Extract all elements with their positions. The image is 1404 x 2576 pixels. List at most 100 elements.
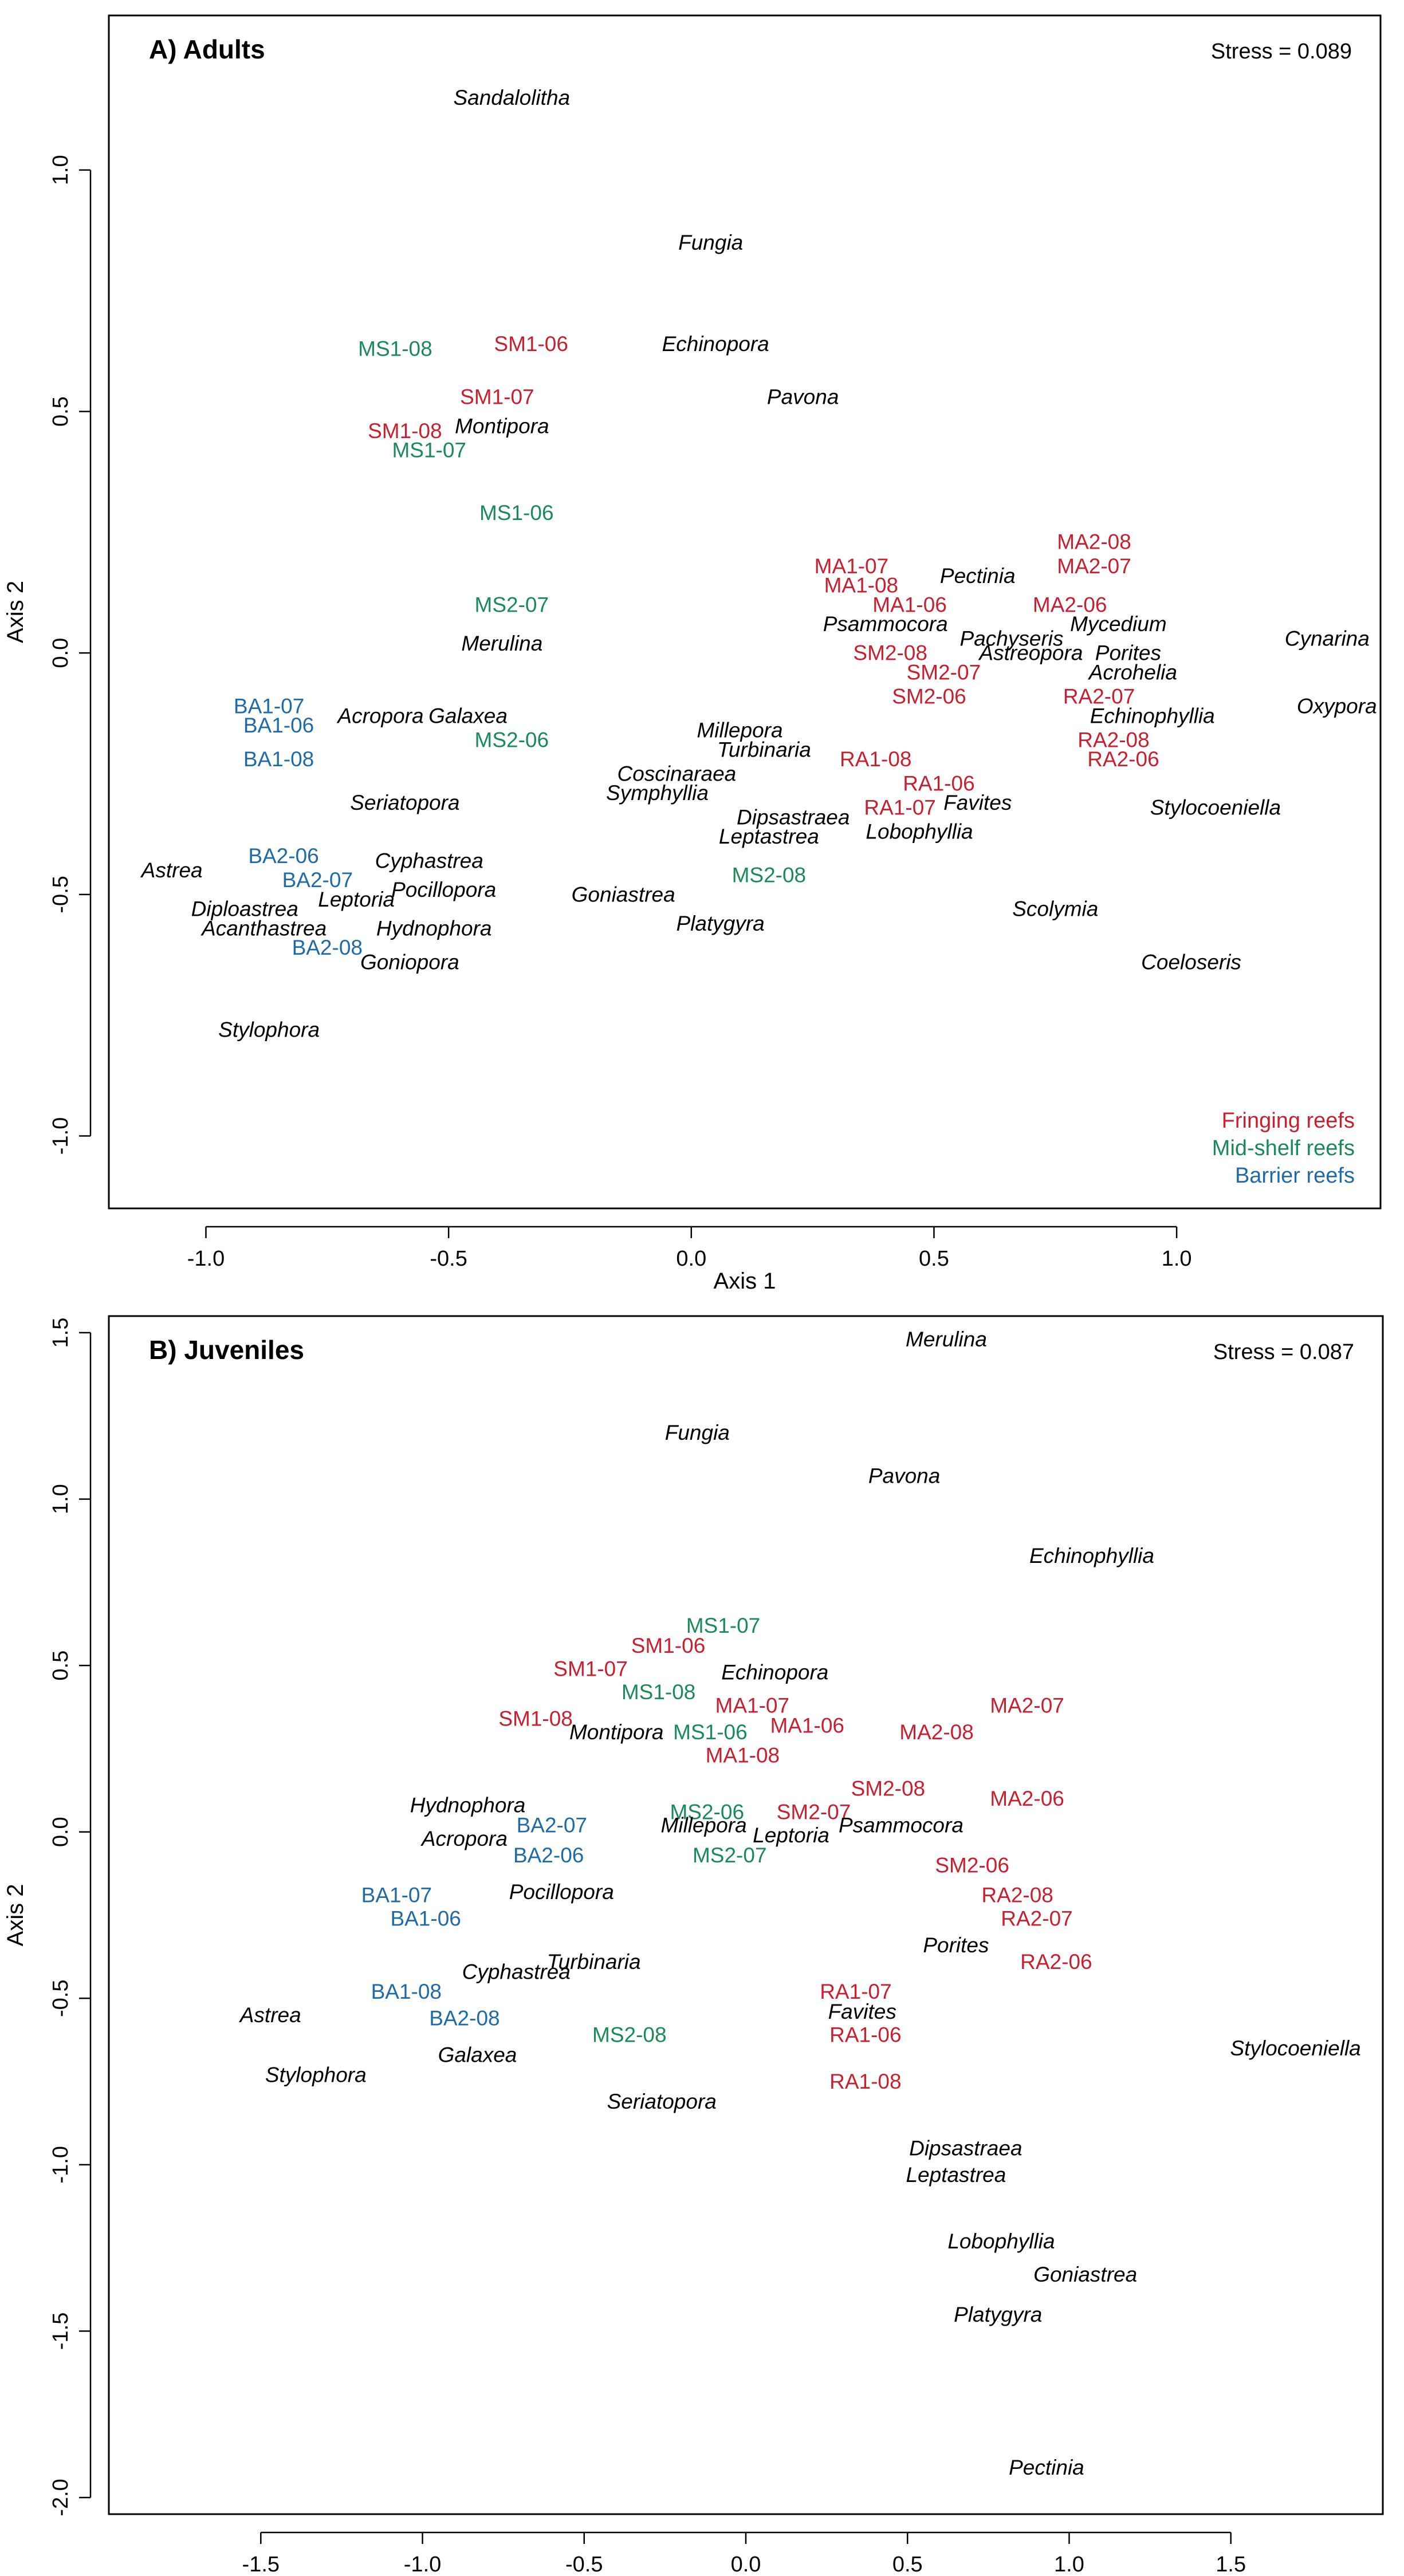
y-tick-label: 0.0	[49, 1817, 73, 1847]
site-label: MS2-08	[732, 864, 807, 887]
genus-label: Goniastrea	[1033, 2263, 1137, 2286]
genus-label: Stylophora	[218, 1018, 320, 1041]
site-label: RA2-07	[1063, 685, 1135, 708]
site-label: SM1-08	[498, 1707, 573, 1731]
genus-label: Merulina	[461, 632, 542, 655]
y-tick-label: -0.5	[49, 1980, 73, 2017]
x-tick-label: -0.5	[565, 2553, 603, 2576]
genus-label: Montipora	[569, 1720, 664, 1744]
site-label: MS2-07	[475, 593, 549, 616]
genus-label: Echinophyllia	[1090, 704, 1215, 727]
site-label: SM2-07	[907, 660, 981, 684]
genus-label: Merulina	[906, 1328, 987, 1351]
site-label: MS1-07	[392, 438, 466, 462]
genus-label: Millepora	[697, 719, 782, 742]
genus-label: Galaxea	[438, 2043, 517, 2067]
genus-label: Hydnophora	[410, 1794, 526, 1817]
site-label: MA2-08	[1057, 530, 1131, 554]
x-tick-label: 0.5	[919, 1247, 949, 1271]
stress-value: Stress = 0.087	[1213, 1340, 1354, 1364]
site-label: BA2-08	[429, 2007, 500, 2030]
genus-label: Millepora	[661, 1814, 747, 1837]
site-label: MA1-06	[770, 1714, 844, 1737]
site-label: BA1-07	[361, 1884, 432, 1907]
site-label: RA1-06	[903, 771, 974, 795]
site-label: MA2-06	[990, 1787, 1064, 1810]
genus-label: Psammocora	[823, 612, 948, 636]
genus-label: Favites	[828, 2000, 896, 2023]
site-label: MS1-06	[479, 501, 554, 525]
site-label: MA1-06	[872, 593, 947, 616]
genus-label: Coscinaraea	[618, 762, 737, 786]
genus-label: Lobophyllia	[866, 820, 973, 844]
site-label: SM2-08	[853, 641, 927, 665]
x-tick-label: 0.0	[731, 2553, 761, 2576]
site-label: RA1-07	[820, 1980, 891, 2003]
genus-label: Seriatopora	[350, 791, 459, 814]
y-axis-title: Axis 2	[3, 1884, 28, 1947]
x-tick-label: 1.5	[1216, 2553, 1246, 2576]
site-label: MA2-07	[1057, 554, 1131, 578]
site-label: MS1-06	[673, 1720, 748, 1744]
genus-label: Leptoria	[753, 1823, 829, 1847]
genus-label: Acrohelia	[1088, 660, 1177, 684]
genus-label: Stylophora	[265, 2063, 367, 2086]
site-label: SM2-06	[935, 1853, 1009, 1877]
site-label: BA2-08	[292, 936, 363, 959]
site-label: MA2-08	[899, 1720, 974, 1744]
site-label: RA1-07	[864, 796, 935, 820]
genus-label: Dipsastraea	[737, 805, 850, 829]
x-tick-label: 1.0	[1162, 1247, 1192, 1271]
y-tick-label: -1.0	[49, 1117, 73, 1155]
site-label: BA2-07	[282, 868, 353, 892]
genus-label: Psammocora	[839, 1814, 963, 1837]
genus-label: Oxypora	[1297, 694, 1377, 718]
genus-label: Cynarina	[1285, 627, 1370, 650]
site-label: SM1-07	[553, 1657, 628, 1680]
genus-label: Scolymia	[1012, 897, 1098, 921]
site-label: RA2-06	[1020, 1950, 1092, 1974]
genus-label: Leptoria	[318, 888, 395, 911]
site-label: MS1-08	[358, 337, 432, 360]
y-tick-label: -0.5	[49, 876, 73, 913]
site-label: MA1-08	[706, 1744, 780, 1767]
legend-entry-barrier: Barrier reefs	[1235, 1164, 1355, 1188]
site-label: BA1-06	[243, 714, 314, 737]
genus-label: Dipsastraea	[909, 2136, 1022, 2160]
site-label: RA2-08	[1077, 728, 1149, 751]
genus-label: Pectinia	[940, 564, 1016, 588]
site-label: MS2-06	[475, 728, 549, 751]
y-tick-label: 0.5	[49, 396, 73, 427]
genus-label: Favites	[943, 791, 1012, 814]
y-tick-label: 1.0	[49, 1484, 73, 1514]
site-label: SM1-06	[494, 332, 568, 356]
genus-label: Astrea	[140, 858, 203, 882]
site-label: BA1-07	[234, 694, 304, 718]
site-label: RA1-08	[829, 2070, 901, 2093]
genus-label: Echinopora	[662, 332, 769, 356]
genus-label: Galaxea	[428, 704, 508, 727]
site-label: MS2-06	[670, 1800, 744, 1823]
genus-label: Acropora	[336, 704, 423, 727]
y-tick-label: 1.5	[49, 1318, 73, 1348]
genus-label: Mycedium	[1070, 612, 1167, 636]
genus-label: Pocillopora	[509, 1880, 614, 1904]
site-label: BA2-06	[513, 1844, 584, 1867]
site-label: MA1-07	[715, 1693, 790, 1717]
genus-label: Astrea	[239, 2003, 301, 2027]
genus-label: Lobophyllia	[947, 2230, 1055, 2253]
site-label: MS1-08	[622, 1680, 696, 1704]
genus-label: Montipora	[455, 414, 549, 438]
x-tick-label: 0.5	[892, 2553, 923, 2576]
site-label: MS2-07	[693, 1844, 767, 1867]
genus-label: Sandalolitha	[453, 86, 570, 109]
genus-label: Diploastrea	[191, 897, 298, 921]
site-label: SM2-07	[777, 1800, 851, 1823]
genus-label: Porites	[923, 1933, 989, 1957]
genus-label: Turbinaria	[717, 738, 811, 761]
y-tick-label: -2.0	[49, 2479, 73, 2516]
genus-label: Goniastrea	[572, 883, 675, 906]
y-tick-label: -1.0	[49, 2146, 73, 2183]
x-axis-title: Axis 1	[714, 1269, 776, 1294]
panel-juveniles: -1.5 -1.0 -0.5 0.0 0.5 1.0 1.5 -2.0 -1.5 -1.0 -0.5…	[3, 1315, 1384, 2576]
